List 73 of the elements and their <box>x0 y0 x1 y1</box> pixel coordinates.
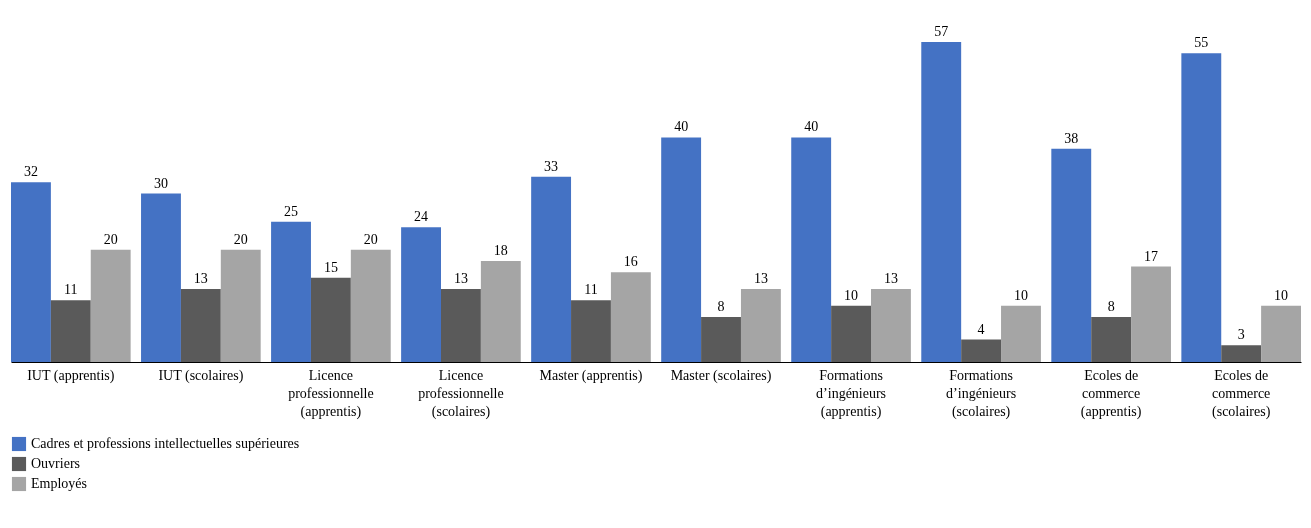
bar <box>1091 317 1132 362</box>
data-label: 17 <box>1144 248 1159 264</box>
data-label: 20 <box>363 231 378 247</box>
x-tick-label: Ecoles de commerce (apprentis) <box>1080 367 1142 420</box>
data-label: 16 <box>623 254 638 270</box>
bar <box>701 317 741 362</box>
data-label: 18 <box>493 242 508 258</box>
bar <box>1001 305 1041 362</box>
data-label: 11 <box>584 282 598 298</box>
data-label: 10 <box>1013 287 1028 303</box>
bar <box>1131 266 1171 362</box>
x-tick-label: IUT (scolaires) <box>158 367 244 384</box>
bar <box>740 289 781 362</box>
x-tick-label: Ecoles de commerce (scolaires) <box>1212 367 1271 420</box>
legend-label: Ouvriers <box>31 456 80 471</box>
data-label: 24 <box>414 209 429 225</box>
bar <box>661 137 702 362</box>
data-label: 25 <box>284 203 299 219</box>
bar <box>1221 345 1262 362</box>
data-label: 13 <box>453 271 468 287</box>
data-label: 57 <box>934 24 949 39</box>
data-label: 38 <box>1064 130 1079 146</box>
bar <box>480 260 521 362</box>
bar <box>350 249 391 362</box>
bar <box>401 227 441 362</box>
bar <box>310 277 351 362</box>
x-tick-label: IUT (apprentis) <box>27 367 115 384</box>
x-tick-label: Master (scolaires) <box>670 367 772 384</box>
data-label: 15 <box>323 259 338 275</box>
bar <box>610 272 651 362</box>
x-tick-label: Formations d’ingénieurs (scolaires) <box>946 367 1017 420</box>
data-label: 20 <box>103 231 118 247</box>
data-label: 11 <box>64 282 78 298</box>
data-label: 13 <box>883 271 898 287</box>
bar <box>1261 305 1301 362</box>
data-label: 3 <box>1237 327 1245 343</box>
x-tick-label: Licence professionnelle (apprentis) <box>288 367 374 420</box>
data-label: 13 <box>193 271 208 287</box>
data-label: 20 <box>233 231 248 247</box>
bar <box>571 300 611 362</box>
data-label: 55 <box>1194 35 1209 51</box>
bar <box>831 305 871 362</box>
data-label: 13 <box>753 271 768 287</box>
bar <box>141 193 181 362</box>
data-label: 30 <box>153 175 168 191</box>
bar <box>1051 148 1092 362</box>
legend-label: Employés <box>31 476 87 491</box>
data-label: 10 <box>844 287 859 303</box>
bar <box>50 300 91 362</box>
bar <box>531 176 572 362</box>
bar <box>220 249 261 362</box>
data-label: 33 <box>544 158 559 174</box>
bar <box>871 289 911 362</box>
bar <box>961 339 1002 362</box>
data-label: 4 <box>977 321 985 337</box>
bar <box>441 289 481 362</box>
legend-label: Cadres et professions intellectuelles supérieures <box>31 436 300 451</box>
bar <box>180 289 221 362</box>
data-label: 8 <box>1107 299 1115 315</box>
bar <box>90 249 131 362</box>
data-label: 40 <box>674 119 689 135</box>
x-tick-label: Formations d’ingénieurs (apprentis) <box>816 367 887 420</box>
data-label: 32 <box>23 164 38 180</box>
x-tick-label: Master (apprentis) <box>539 367 643 384</box>
x-tick-label: Licence professionnelle (scolaires) <box>418 367 504 420</box>
data-label: 40 <box>804 119 819 135</box>
data-label: 8 <box>717 299 725 315</box>
data-label: 10 <box>1274 287 1289 303</box>
bar <box>921 42 962 362</box>
bar <box>11 182 51 362</box>
bar <box>271 221 311 362</box>
bar <box>791 137 832 362</box>
bar <box>1181 53 1222 362</box>
